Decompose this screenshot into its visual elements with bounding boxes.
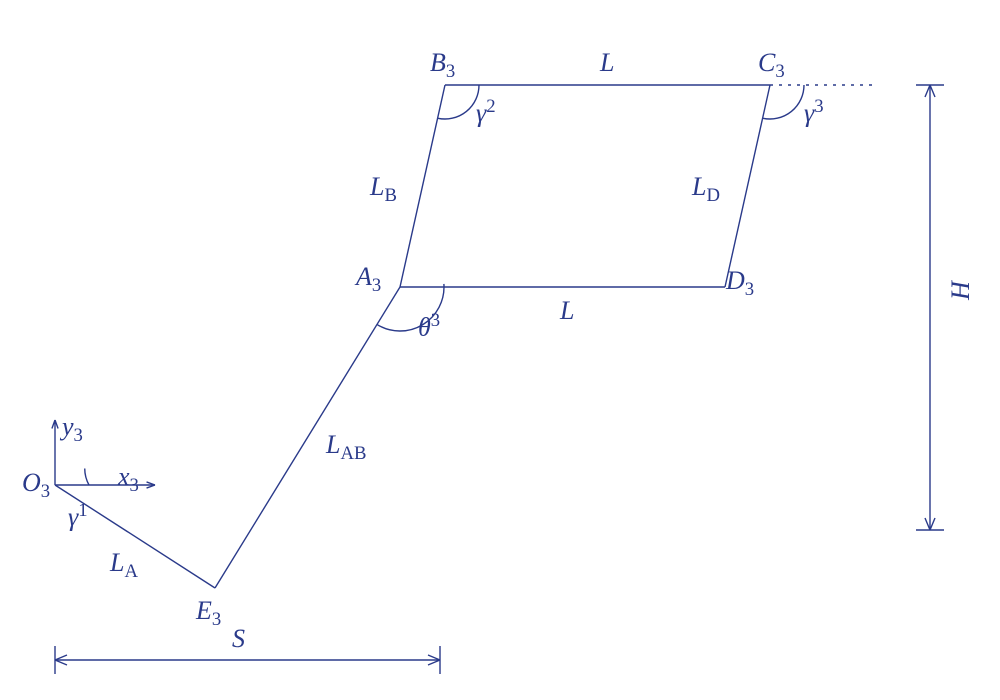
label-gamma2: γ2 xyxy=(476,96,496,129)
edge-A3-B3 xyxy=(400,85,445,287)
label-D3: D3 xyxy=(726,266,754,301)
angle-gamma1 xyxy=(85,469,89,485)
label-y3: y3 xyxy=(62,412,83,447)
label-L_top: L xyxy=(600,48,614,78)
label-O3: O3 xyxy=(22,468,50,503)
label-LA: LA xyxy=(110,548,138,583)
label-x3: x3 xyxy=(118,462,139,497)
edge-C3-D3 xyxy=(725,85,770,287)
label-gamma1: γ1 xyxy=(68,500,88,533)
label-B3: B3 xyxy=(430,48,455,83)
edge-E3-A3 xyxy=(215,287,400,588)
label-A3: A3 xyxy=(356,262,381,297)
label-LD: LD xyxy=(692,172,720,207)
label-E3: E3 xyxy=(196,596,221,631)
diagram-canvas xyxy=(0,0,1000,700)
label-C3: C3 xyxy=(758,48,785,83)
label-gamma3: γ3 xyxy=(804,96,824,129)
label-L_bot: L xyxy=(560,296,574,326)
label-LAB: LAB xyxy=(326,430,366,465)
label-LB: LB xyxy=(370,172,397,207)
label-H: H xyxy=(946,281,976,300)
label-S: S xyxy=(232,624,245,654)
label-theta3: θ3 xyxy=(418,310,440,343)
